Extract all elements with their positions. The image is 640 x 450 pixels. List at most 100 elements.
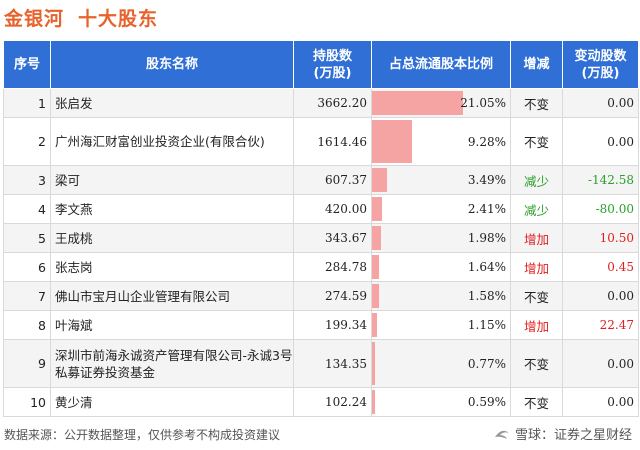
header-name: 股东名称 [50,40,294,89]
change-shares-cell: 0.00 [562,88,639,118]
ratio-bar [372,197,383,221]
shareholder-name-cell: 张志岗 [50,252,294,282]
table-row: 9 深圳市前海永诚资产管理有限公司-永诚3号私募证券投资基金 134.35 0.77%… [3,339,639,388]
change-type-cell: 不变 [510,281,563,311]
shareholder-name-cell: 黄少清 [50,387,294,417]
ratio-value: 1.15% [467,318,506,332]
company-name: 金银河 [4,8,65,30]
shareholders-table: 序号 股东名称 持股数 (万股) 占总流通股本比例 增减 变动股数 (万股) 1… [3,40,639,417]
change-type-cell: 增加 [510,223,563,253]
ratio-bar [372,255,380,279]
ratio-bar [372,342,376,385]
shares-cell: 420.00 [293,194,372,224]
change-type-cell: 不变 [510,339,563,388]
shares-cell: 343.67 [293,223,372,253]
change-type-cell: 增加 [510,310,563,340]
data-source-note: 数据来源：公开数据整理，仅供参考不构成投资建议 [4,428,281,442]
ratio-bar [372,390,375,414]
shares-cell: 3662.20 [293,88,372,118]
change-type-cell: 不变 [510,387,563,417]
ratio-value: 2.41% [467,202,506,216]
ratio-cell: 1.98% [371,223,511,253]
ratio-value: 1.64% [467,260,506,274]
shares-cell: 607.37 [293,165,372,195]
ratio-cell: 1.58% [371,281,511,311]
change-shares-cell: 22.47 [562,310,639,340]
table-row: 4 李文燕 420.00 2.41% 减少 -80.00 [3,194,639,224]
header-change: 变动股数 (万股) [562,40,639,89]
ratio-bar [372,120,413,163]
table-row: 6 张志岗 284.78 1.64% 增加 0.45 [3,252,639,282]
shareholder-name-cell: 叶海斌 [50,310,294,340]
table-row: 1 张启发 3662.20 21.05% 不变 0.00 [3,88,639,118]
rank-cell: 1 [3,88,51,118]
change-shares-cell: 10.50 [562,223,639,253]
ratio-bar [372,284,379,308]
change-shares-cell: 0.00 [562,387,639,417]
change-shares-cell: 0.00 [562,117,639,166]
change-shares-cell: -142.58 [562,165,639,195]
rank-cell: 6 [3,252,51,282]
shareholder-name-cell: 李文燕 [50,194,294,224]
ratio-bar [372,168,388,192]
change-shares-cell: 0.00 [562,339,639,388]
rank-cell: 2 [3,117,51,166]
shares-cell: 1614.46 [293,117,372,166]
shareholder-name-cell: 广州海汇财富创业投资企业(有限合伙) [50,117,294,166]
table-row: 7 佛山市宝月山企业管理有限公司 274.59 1.58% 不变 0.00 [3,281,639,311]
ratio-bar [372,91,464,115]
ratio-value: 3.49% [467,173,506,187]
header-shares: 持股数 (万股) [293,40,372,89]
table-row: 3 梁可 607.37 3.49% 减少 -142.58 [3,165,639,195]
rank-cell: 8 [3,310,51,340]
ratio-value: 0.77% [467,356,506,371]
change-type-cell: 减少 [510,194,563,224]
shares-cell: 102.24 [293,387,372,417]
table-row: 8 叶海斌 199.34 1.15% 增加 22.47 [3,310,639,340]
ratio-value: 1.58% [467,289,506,303]
rank-cell: 3 [3,165,51,195]
ratio-cell: 1.15% [371,310,511,340]
header-rank: 序号 [3,40,51,89]
rank-cell: 4 [3,194,51,224]
ratio-bar [372,313,377,337]
change-type-cell: 不变 [510,88,563,118]
table-row: 2 广州海汇财富创业投资企业(有限合伙) 1614.46 9.28% 不变 0.00 [3,117,639,166]
change-type-cell: 减少 [510,165,563,195]
rank-cell: 10 [3,387,51,417]
change-shares-cell: 0.45 [562,252,639,282]
ratio-bar [372,226,381,250]
table-row: 10 黄少清 102.24 0.59% 不变 0.00 [3,387,639,417]
ratio-cell: 9.28% [371,117,511,166]
ratio-cell: 21.05% [371,88,511,118]
ratio-cell: 0.77% [371,339,511,388]
ratio-value: 1.98% [467,231,506,245]
rank-cell: 7 [3,281,51,311]
shares-cell: 199.34 [293,310,372,340]
rank-cell: 9 [3,339,51,388]
ratio-cell: 3.49% [371,165,511,195]
change-shares-cell: 0.00 [562,281,639,311]
shares-cell: 274.59 [293,281,372,311]
shareholder-name-cell: 深圳市前海永诚资产管理有限公司-永诚3号私募证券投资基金 [50,339,294,388]
change-type-cell: 不变 [510,117,563,166]
shareholder-name-cell: 梁可 [50,165,294,195]
header-ratio: 占总流通股本比例 [371,40,511,89]
shareholder-name-cell: 王成桃 [50,223,294,253]
shareholder-name-cell: 张启发 [50,88,294,118]
ratio-value: 0.59% [467,395,506,409]
ratio-value: 21.05% [460,96,506,110]
ratio-cell: 1.64% [371,252,511,282]
header-change-type: 增减 [510,40,563,89]
snowball-logo-icon [494,430,509,439]
change-type-cell: 增加 [510,252,563,282]
brand-text: 雪球：证券之星财经 [514,428,632,443]
shareholder-name-cell: 佛山市宝月山企业管理有限公司 [50,281,294,311]
shares-cell: 134.35 [293,339,372,388]
title-subject: 十大股东 [78,8,159,30]
shares-cell: 284.78 [293,252,372,282]
ratio-cell: 0.59% [371,387,511,417]
page-title: 金银河 十大股东 [4,4,158,30]
table-row: 5 王成桃 343.67 1.98% 增加 10.50 [3,223,639,253]
ratio-cell: 2.41% [371,194,511,224]
